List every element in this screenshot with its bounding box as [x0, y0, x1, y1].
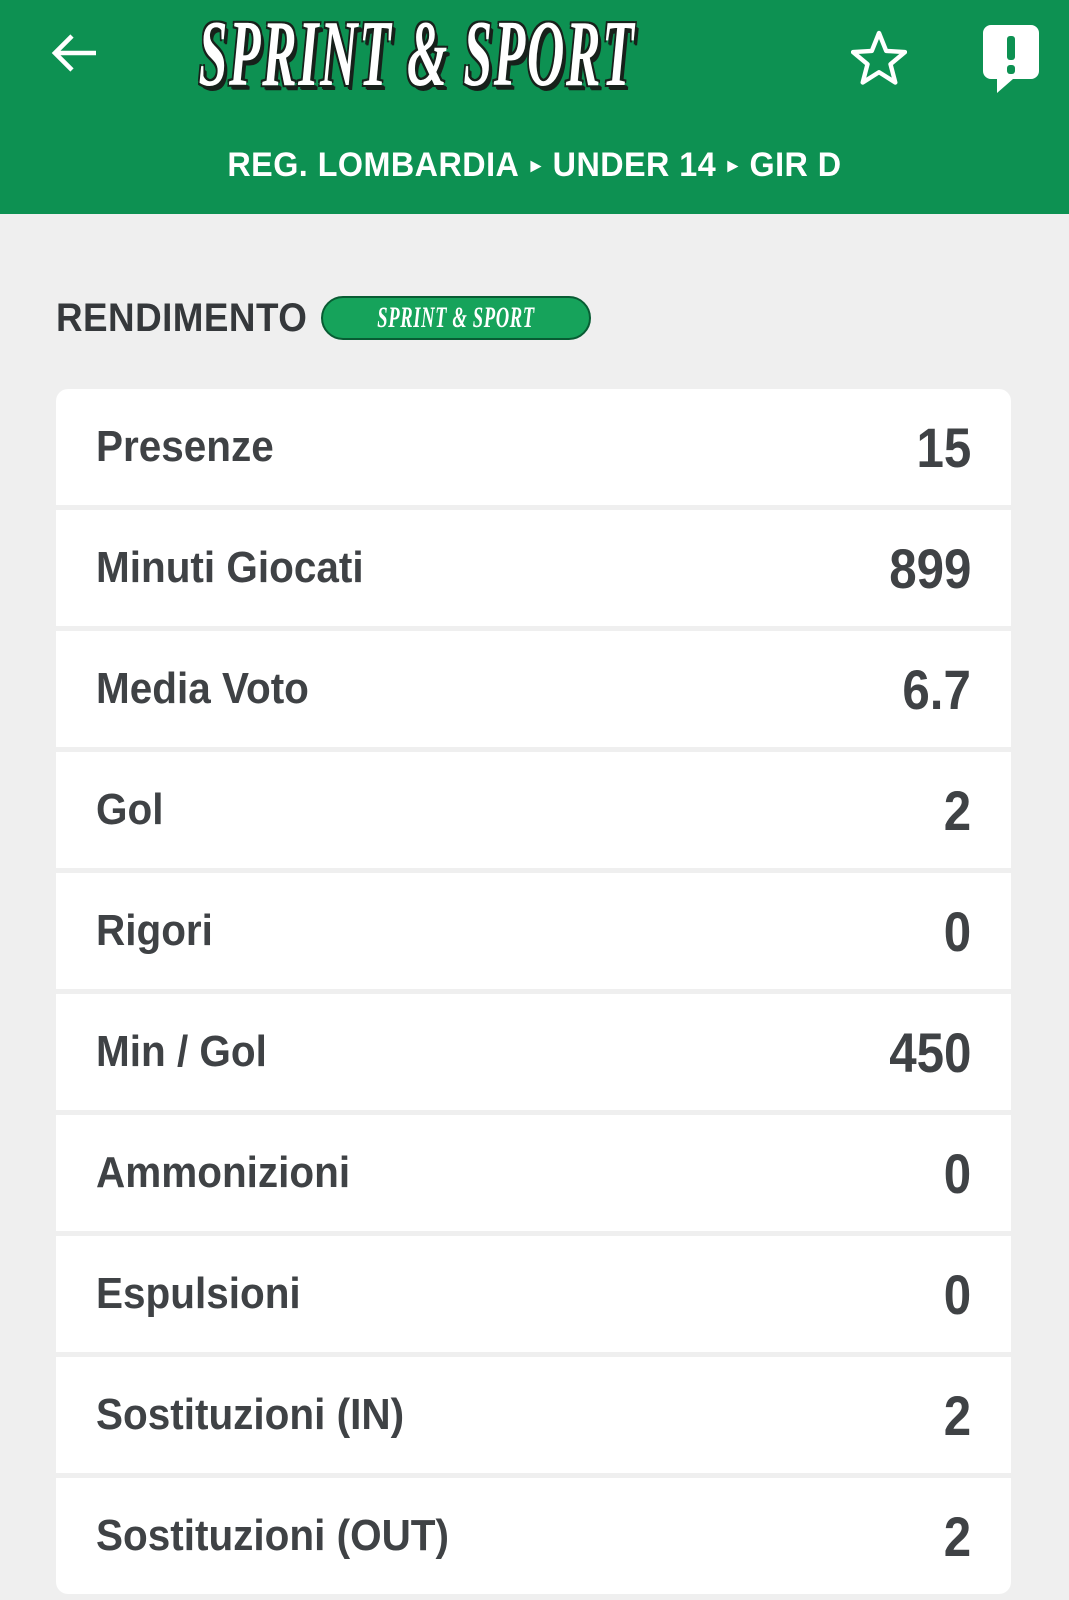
breadcrumb-separator-icon: ▸ — [727, 154, 739, 177]
stat-label: Minuti Giocati — [96, 543, 364, 592]
stat-value: 450 — [888, 1020, 971, 1084]
breadcrumb: REG. LOMBARDIA ▸ UNDER 14 ▸ GIR D — [27, 146, 1043, 185]
app-header: SPRINT & SPORT REG. LOMBARDIA ▸ UNDER 14 ▸ G… — [0, 0, 1069, 214]
stat-row-sostituzioni-out: Sostituzioni (OUT) 2 — [56, 1478, 1011, 1594]
favorite-button[interactable] — [850, 30, 908, 88]
page-title: RENDIMENTO — [56, 295, 308, 340]
stat-label: Gol — [96, 785, 164, 834]
stat-value: 0 — [943, 1262, 971, 1326]
stat-label: Sostituzioni (OUT) — [96, 1511, 450, 1560]
sprint-sport-badge-label: SPRINT & SPORT — [377, 301, 535, 334]
stat-value: 6.7 — [902, 657, 971, 721]
report-button[interactable] — [982, 24, 1040, 97]
stats-list: Presenze 15 Minuti Giocati 899 Media Vot… — [56, 389, 1011, 1594]
star-icon — [850, 30, 908, 89]
main-content: RENDIMENTO SPRINT & SPORT Presenze 15 Mi… — [0, 214, 1069, 1594]
stat-row-gol: Gol 2 — [56, 752, 1011, 868]
stat-label: Rigori — [96, 906, 213, 955]
breadcrumb-separator-icon: ▸ — [530, 154, 542, 177]
stat-label: Media Voto — [96, 664, 309, 713]
arrow-left-icon — [49, 28, 99, 81]
breadcrumb-item-region: REG. LOMBARDIA — [227, 146, 520, 184]
app-logo: SPRINT & SPORT — [198, 2, 636, 106]
breadcrumb-item-category: UNDER 14 — [552, 146, 717, 184]
exclamation-bubble-icon — [982, 24, 1040, 97]
stat-label: Ammonizioni — [96, 1148, 351, 1197]
stat-label: Sostituzioni (IN) — [96, 1390, 405, 1439]
stat-row-presenze: Presenze 15 — [56, 389, 1011, 505]
stat-value: 0 — [943, 1141, 971, 1205]
stat-label: Espulsioni — [96, 1269, 301, 1318]
stat-row-espulsioni: Espulsioni 0 — [56, 1236, 1011, 1352]
breadcrumb-item-group: GIR D — [749, 146, 842, 184]
stat-row-media-voto: Media Voto 6.7 — [56, 631, 1011, 747]
stat-value: 15 — [916, 415, 971, 479]
stat-row-sostituzioni-in: Sostituzioni (IN) 2 — [56, 1357, 1011, 1473]
stat-label: Presenze — [96, 422, 274, 471]
stat-value: 0 — [943, 899, 971, 963]
stat-value: 2 — [943, 1504, 971, 1568]
stat-value: 2 — [943, 1383, 971, 1447]
stat-value: 2 — [943, 778, 971, 842]
stat-row-rigori: Rigori 0 — [56, 873, 1011, 989]
back-button[interactable] — [48, 28, 100, 80]
stat-row-ammonizioni: Ammonizioni 0 — [56, 1115, 1011, 1231]
sprint-sport-badge: SPRINT & SPORT — [321, 296, 592, 340]
stat-row-minuti-giocati: Minuti Giocati 899 — [56, 510, 1011, 626]
section-title-row: RENDIMENTO SPRINT & SPORT — [56, 294, 1011, 342]
stat-value: 899 — [888, 536, 971, 600]
stat-row-min-gol: Min / Gol 450 — [56, 994, 1011, 1110]
stat-label: Min / Gol — [96, 1027, 267, 1076]
